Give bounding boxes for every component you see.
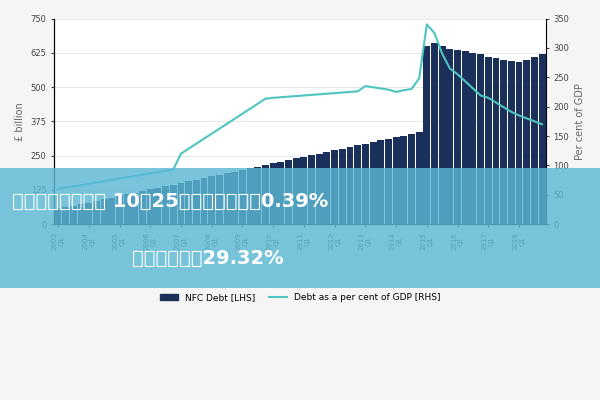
Bar bbox=[77, 204, 85, 224]
Bar bbox=[431, 43, 438, 224]
Bar bbox=[462, 52, 469, 224]
Bar bbox=[101, 199, 107, 224]
Bar bbox=[539, 54, 545, 224]
Bar bbox=[323, 152, 331, 224]
Bar bbox=[277, 162, 284, 224]
Bar bbox=[154, 188, 161, 224]
Bar bbox=[70, 206, 77, 224]
Bar bbox=[416, 132, 422, 224]
Bar bbox=[109, 198, 115, 224]
Bar bbox=[185, 181, 192, 224]
Bar bbox=[523, 60, 530, 224]
Bar bbox=[116, 196, 123, 224]
Bar bbox=[193, 180, 200, 224]
Bar bbox=[469, 53, 476, 224]
Bar bbox=[377, 140, 384, 224]
Bar bbox=[446, 49, 454, 224]
Bar bbox=[347, 147, 353, 224]
Bar bbox=[239, 170, 246, 224]
Bar bbox=[400, 136, 407, 224]
Bar bbox=[485, 57, 492, 224]
Bar bbox=[362, 144, 369, 224]
Bar bbox=[85, 202, 92, 224]
Bar bbox=[515, 62, 523, 224]
Bar bbox=[124, 194, 131, 224]
Text: 炒股杠杆多少平仓 10月25日长集转债上涨0.39%: 炒股杠杆多少平仓 10月25日长集转债上涨0.39% bbox=[12, 192, 328, 211]
Bar bbox=[178, 183, 184, 224]
Bar bbox=[408, 134, 415, 224]
Bar bbox=[370, 142, 377, 224]
Bar bbox=[331, 150, 338, 224]
Y-axis label: Per cent of GDP: Per cent of GDP bbox=[575, 83, 585, 160]
Bar bbox=[493, 58, 499, 224]
Bar bbox=[131, 193, 139, 224]
Bar bbox=[500, 60, 507, 224]
Bar bbox=[354, 145, 361, 224]
Bar bbox=[270, 163, 277, 224]
Bar bbox=[308, 155, 315, 224]
Bar bbox=[285, 160, 292, 224]
Bar bbox=[55, 209, 61, 224]
Bar bbox=[216, 175, 223, 224]
Bar bbox=[139, 191, 146, 224]
Bar bbox=[93, 201, 100, 224]
Bar bbox=[170, 184, 177, 224]
Bar bbox=[254, 166, 261, 224]
Bar bbox=[162, 186, 169, 224]
Bar bbox=[316, 154, 323, 224]
Bar bbox=[454, 50, 461, 224]
Bar bbox=[208, 176, 215, 224]
Bar bbox=[385, 139, 392, 224]
Bar bbox=[339, 149, 346, 224]
Bar bbox=[531, 57, 538, 224]
Y-axis label: £ billion: £ billion bbox=[15, 102, 25, 141]
Legend: NFC Debt [LHS], Debt as a per cent of GDP [RHS]: NFC Debt [LHS], Debt as a per cent of GD… bbox=[156, 290, 444, 306]
Bar bbox=[477, 54, 484, 224]
Bar bbox=[439, 46, 446, 224]
Bar bbox=[424, 46, 430, 224]
Bar bbox=[224, 173, 230, 224]
Bar bbox=[301, 157, 307, 224]
Bar bbox=[62, 208, 69, 224]
Bar bbox=[200, 178, 208, 224]
Bar bbox=[392, 137, 400, 224]
Bar bbox=[231, 172, 238, 224]
Bar bbox=[147, 190, 154, 224]
Bar bbox=[247, 168, 254, 224]
Text: ，转股溢价率29.32%: ，转股溢价率29.32% bbox=[132, 248, 284, 268]
Bar bbox=[262, 165, 269, 224]
Bar bbox=[508, 61, 515, 224]
Bar bbox=[293, 158, 299, 224]
